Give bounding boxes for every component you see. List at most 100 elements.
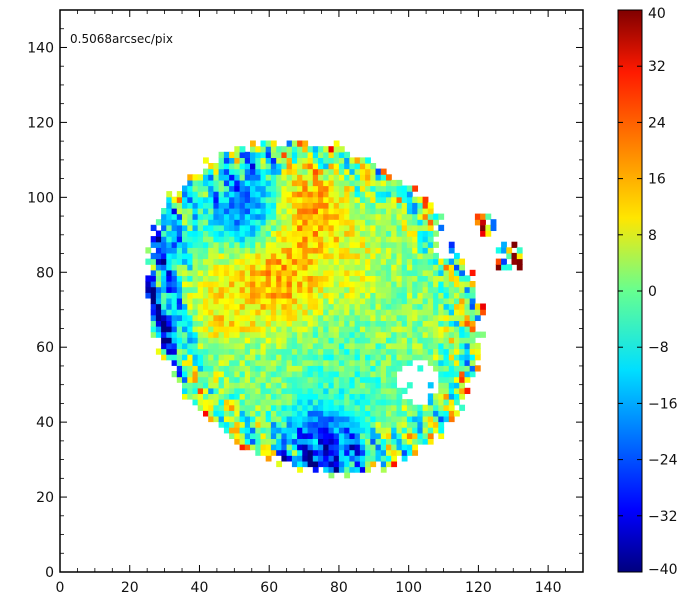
heatmap-cell (354, 224, 361, 232)
heatmap-cell (328, 275, 335, 282)
heatmap-cell (307, 371, 314, 378)
heatmap-cell (391, 365, 398, 372)
heatmap-cell (260, 247, 267, 254)
heatmap-cell (380, 444, 387, 451)
heatmap-cell (323, 415, 330, 423)
heatmap-cell (422, 326, 429, 333)
heatmap-cell (318, 427, 324, 434)
heatmap-cell (281, 348, 288, 355)
heatmap-cell (286, 297, 293, 305)
heatmap-cell (187, 393, 194, 400)
heatmap-cell (354, 376, 361, 383)
heatmap-cell (422, 415, 429, 423)
heatmap-cell (370, 359, 377, 366)
heatmap-cell (474, 348, 481, 355)
heatmap-cell (182, 376, 188, 383)
heatmap-cell (176, 292, 183, 299)
heatmap-cell (239, 376, 246, 383)
heatmap-cell (386, 236, 392, 243)
heatmap-cell (197, 331, 204, 338)
heatmap-cell (401, 309, 408, 316)
heatmap-cell (375, 230, 382, 237)
heatmap-cell (276, 354, 283, 361)
heatmap-cell (239, 168, 246, 175)
heatmap-cell (150, 303, 157, 310)
heatmap-cell (443, 404, 450, 411)
heatmap-cell (223, 393, 230, 400)
heatmap-cell (422, 241, 429, 248)
y-tick-label: 0 (45, 565, 54, 581)
heatmap-cell (365, 157, 371, 164)
heatmap-cell (344, 179, 351, 187)
heatmap-cell (229, 354, 235, 361)
heatmap-cell (323, 314, 330, 322)
heatmap-cell (255, 399, 262, 406)
heatmap-cell (302, 213, 309, 220)
heatmap-cell (344, 297, 351, 305)
heatmap-cell (161, 320, 167, 327)
heatmap-cell (401, 415, 408, 423)
heatmap-cell (459, 342, 466, 350)
heatmap-cell (459, 326, 466, 333)
heatmap-cell (260, 393, 267, 400)
heatmap-cell (223, 326, 230, 333)
heatmap-cell (203, 213, 209, 220)
heatmap-cells (145, 140, 523, 479)
heatmap-cell (187, 286, 194, 293)
heatmap-cell (260, 303, 267, 310)
heatmap-cell (234, 146, 241, 153)
heatmap-cell (433, 252, 439, 260)
heatmap-cell (166, 224, 173, 232)
heatmap-cell (354, 438, 361, 445)
heatmap-cell (380, 208, 387, 215)
heatmap-cell (239, 326, 246, 333)
heatmap-cell (218, 309, 225, 316)
heatmap-cell (422, 410, 429, 417)
heatmap-cell (229, 185, 235, 192)
heatmap-cell (307, 314, 314, 322)
heatmap-cell (412, 410, 419, 417)
heatmap-cell (354, 247, 361, 254)
heatmap-cell (349, 241, 356, 248)
heatmap-cell (328, 241, 335, 248)
heatmap-cell (318, 303, 324, 310)
heatmap-cell (354, 269, 361, 277)
heatmap-cell (234, 252, 241, 260)
heatmap-cell (270, 292, 277, 299)
heatmap-cell (375, 191, 382, 198)
heatmap-cell (255, 185, 262, 192)
heatmap-cell (312, 449, 319, 456)
heatmap-cell (250, 331, 256, 338)
heatmap-cell (365, 371, 371, 378)
heatmap-cell (250, 236, 256, 243)
heatmap-cell (270, 191, 277, 198)
heatmap-cell (255, 236, 262, 243)
heatmap-cell (286, 320, 293, 327)
heatmap-cell (417, 269, 424, 277)
heatmap-cell (380, 354, 387, 361)
heatmap-cell (155, 247, 162, 254)
heatmap-cell (223, 179, 230, 187)
heatmap-cell (328, 219, 335, 226)
heatmap-cell (203, 292, 209, 299)
heatmap-cell (255, 337, 262, 344)
heatmap-cell (318, 286, 324, 293)
heatmap-cell (297, 421, 303, 428)
heatmap-cell (203, 382, 209, 389)
heatmap-cell (333, 449, 340, 456)
heatmap-cell (365, 208, 371, 215)
heatmap-cell (349, 342, 356, 350)
heatmap-cell (375, 455, 382, 462)
heatmap-cell (297, 455, 303, 462)
heatmap-cell (406, 421, 413, 428)
heatmap-cell (448, 264, 455, 271)
heatmap-cell (323, 163, 330, 170)
heatmap-cell (459, 337, 466, 344)
heatmap-cell (318, 354, 324, 361)
heatmap-cell (312, 460, 319, 468)
heatmap-cell (276, 365, 283, 372)
heatmap-cell (208, 230, 215, 237)
heatmap-cell (297, 466, 303, 473)
heatmap-cell (302, 421, 309, 428)
heatmap-cell (260, 151, 267, 159)
